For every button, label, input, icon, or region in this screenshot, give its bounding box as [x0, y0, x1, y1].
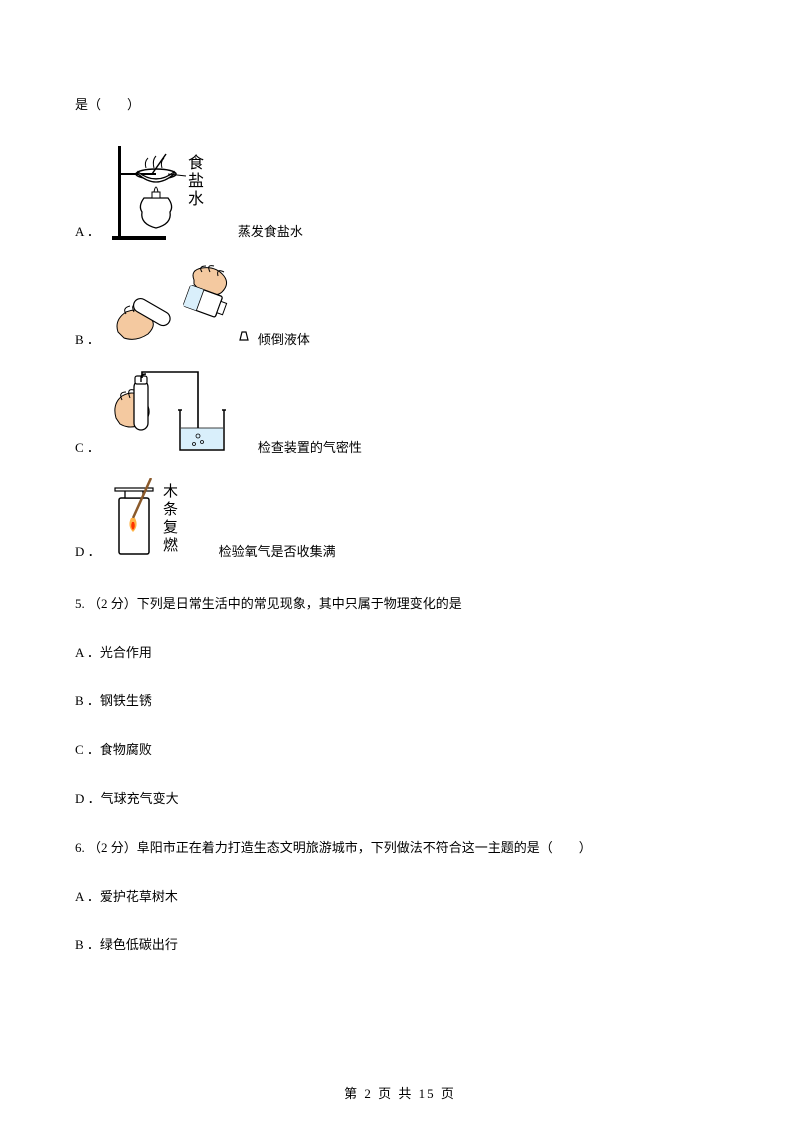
q5-stem: 5. （2 分）下列是日常生活中的常见现象，其中只属于物理变化的是 [75, 594, 725, 615]
option-c-row: C ． 检查装置的气 [75, 370, 725, 460]
option-a-text: 蒸发食盐水 [238, 221, 303, 244]
svg-text:燃: 燃 [163, 536, 178, 554]
q5-option-a: A ．光合作用 [75, 643, 725, 664]
svg-text:水: 水 [188, 190, 204, 208]
question-fragment: 是（ ） [75, 95, 725, 116]
page-footer: 第 2 页 共 15 页 [0, 1083, 800, 1102]
q6-option-a: A ．爱护花草树木 [75, 887, 725, 908]
option-b-text: 倾倒液体 [258, 329, 310, 352]
q5-option-c: C ．食物腐败 [75, 740, 725, 761]
option-b-diagram [108, 262, 258, 352]
option-d-row: D ． 木 条 复 燃 检验氧气是否收集满 [75, 478, 725, 564]
svg-text:复: 复 [163, 518, 178, 536]
option-c-diagram [108, 370, 258, 460]
svg-text:盐: 盐 [188, 172, 204, 190]
svg-text:木: 木 [163, 483, 178, 500]
q6-stem: 6. （2 分）阜阳市正在着力打造生态文明旅游城市，下列做法不符合这一主题的是（… [75, 838, 725, 859]
option-c-label: C ． [75, 437, 100, 460]
option-a-diagram: 食 盐 水 [108, 144, 238, 244]
option-a-label: A ． [75, 221, 100, 244]
q6-option-b: B ．绿色低碳出行 [75, 935, 725, 956]
q5-option-b: B ．钢铁生锈 [75, 691, 725, 712]
option-b-label: B ． [75, 329, 100, 352]
svg-text:食: 食 [188, 154, 204, 172]
option-a-row: A ． 食 盐 [75, 144, 725, 244]
option-b-row: B ． 倾倒液体 [75, 262, 725, 352]
option-d-label: D ． [75, 541, 101, 564]
svg-text:条: 条 [163, 501, 178, 518]
option-c-text: 检查装置的气密性 [258, 437, 362, 460]
option-d-text: 检验氧气是否收集满 [219, 541, 336, 564]
option-d-diagram: 木 条 复 燃 [109, 478, 219, 564]
q5-option-d: D ．气球充气变大 [75, 789, 725, 810]
